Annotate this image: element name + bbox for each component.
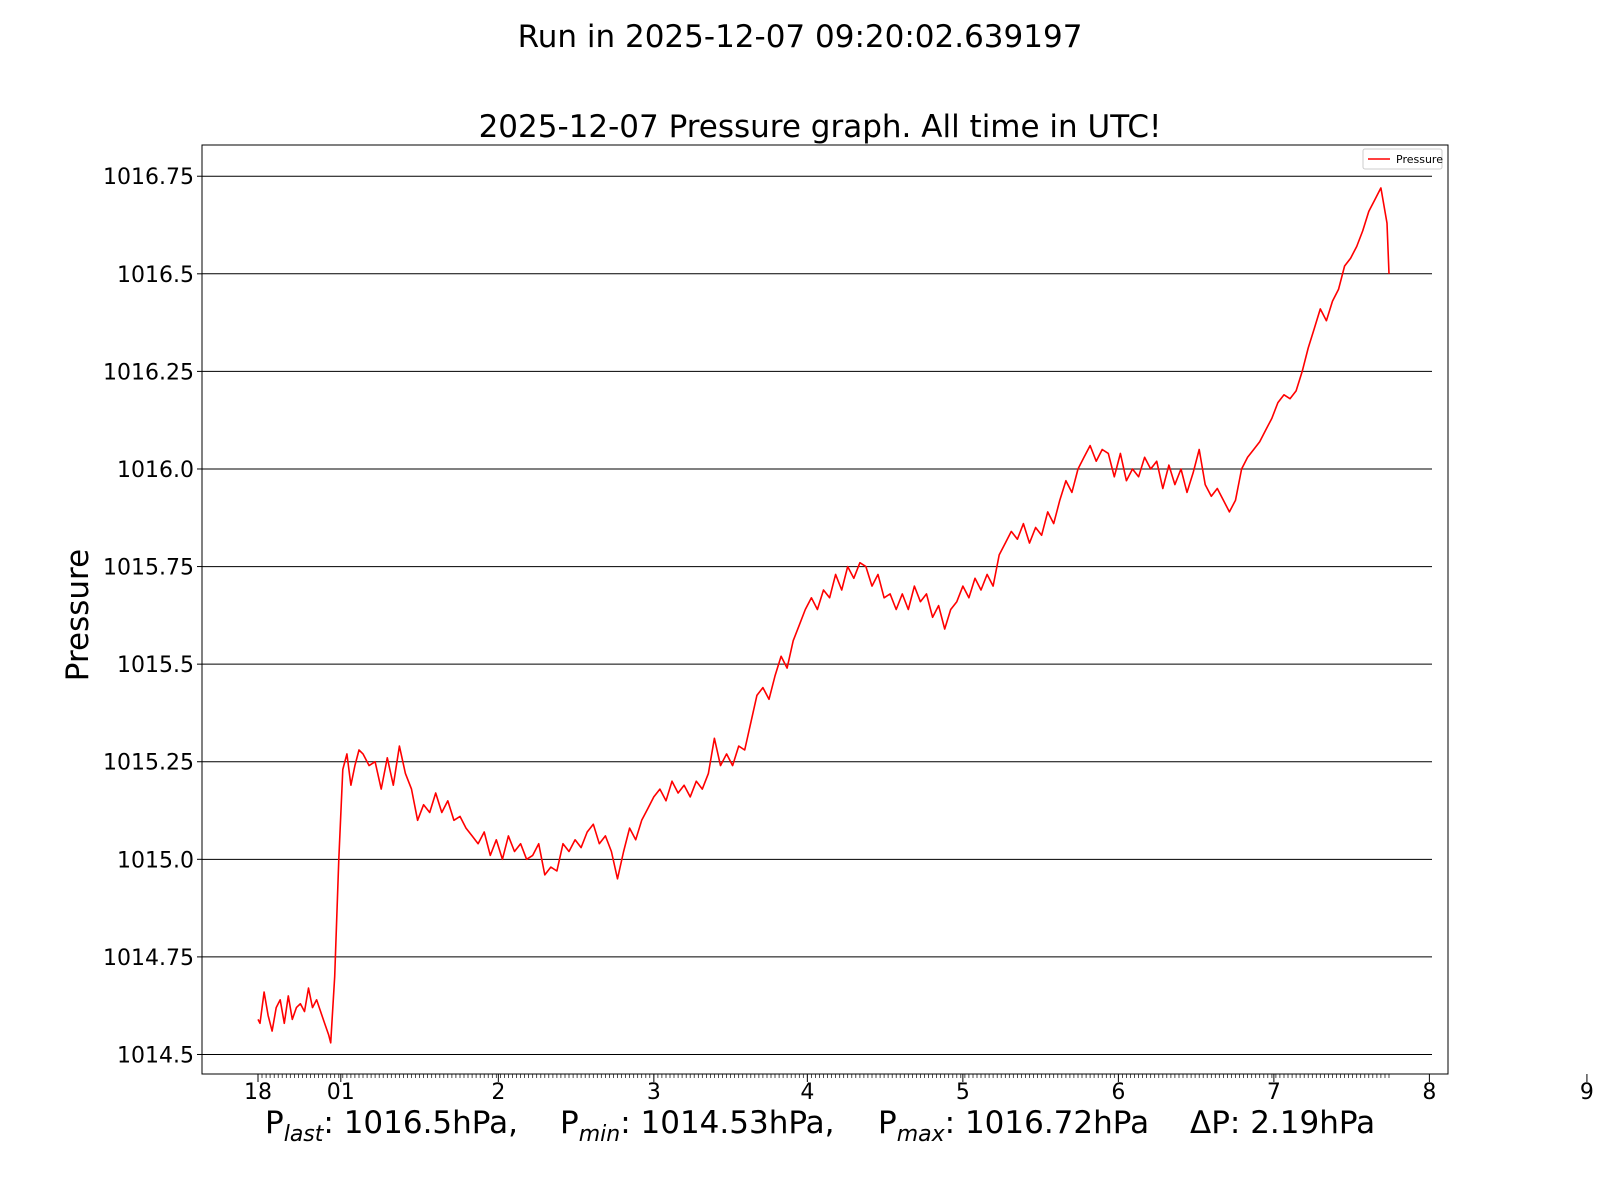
series-line-pressure bbox=[257, 187, 1390, 1044]
p-max-subscript: max bbox=[897, 1122, 946, 1147]
x-minor-ticks bbox=[257, 1074, 1390, 1078]
y-tick-label: 1014.75 bbox=[103, 946, 194, 971]
x-tick-label: 01 bbox=[327, 1080, 355, 1105]
x-tick-label: 4 bbox=[800, 1080, 814, 1105]
x-tick-label: 7 bbox=[1267, 1080, 1281, 1105]
x-tick-label: 18 bbox=[244, 1080, 272, 1105]
x-tick-label: 3 bbox=[647, 1080, 661, 1105]
x-tick-label: 5 bbox=[956, 1080, 970, 1105]
y-tick-label: 1015.5 bbox=[117, 653, 194, 678]
p-max-symbol: P bbox=[878, 1105, 897, 1141]
x-tick-labels: 18 01 2 3 4 5 6 7 8 9 bbox=[244, 1074, 1594, 1105]
y-tick-label: 1016.0 bbox=[117, 458, 194, 483]
p-last-symbol: P bbox=[265, 1105, 284, 1141]
x-tick-label: 9 bbox=[1580, 1080, 1594, 1105]
grid-lines bbox=[197, 175, 1432, 1055]
y-tick-label: 1016.75 bbox=[103, 165, 194, 190]
y-tick-label: 1015.75 bbox=[103, 556, 194, 581]
summary-footer: Plast: 1016.5hPa, Pmin: 1014.53hPa, Pmax: … bbox=[265, 1105, 1375, 1147]
p-last-subscript: last bbox=[284, 1122, 325, 1147]
y-tick-label: 1016.5 bbox=[117, 263, 194, 288]
legend-label-pressure: Pressure bbox=[1396, 153, 1443, 166]
y-axis-label: Pressure bbox=[60, 549, 96, 681]
y-tick-label: 1015.25 bbox=[103, 751, 194, 776]
y-tick-labels: 1014.5 1014.75 1015.0 1015.25 1015.5 1015.75 1… bbox=[103, 165, 194, 1068]
p-min-value: : 1014.53hPa, bbox=[620, 1105, 834, 1141]
delta-p-value: ΔP: 2.19hPa bbox=[1190, 1105, 1375, 1141]
x-minor-tick-marks bbox=[257, 1074, 1390, 1078]
plot-frame bbox=[201, 144, 1449, 1075]
run-timestamp-title: Run in 2025-12-07 09:20:02.639197 bbox=[518, 19, 1083, 55]
p-min-symbol: P bbox=[560, 1105, 579, 1141]
y-tick-label: 1014.5 bbox=[117, 1043, 194, 1068]
p-last-value: : 1016.5hPa, bbox=[323, 1105, 518, 1141]
legend-box bbox=[1362, 148, 1443, 170]
x-tick-label: 8 bbox=[1422, 1080, 1436, 1105]
p-min-subscript: min bbox=[579, 1122, 621, 1147]
chart-title: 2025-12-07 Pressure graph. All time in U… bbox=[479, 109, 1162, 145]
x-tick-label: 2 bbox=[491, 1080, 505, 1105]
p-max-value: : 1016.72hPa bbox=[945, 1105, 1149, 1141]
y-tick-label: 1015.0 bbox=[117, 848, 194, 873]
x-tick-label: 6 bbox=[1111, 1080, 1125, 1105]
legend: Pressure bbox=[1362, 148, 1443, 170]
y-tick-label: 1016.25 bbox=[103, 360, 194, 385]
